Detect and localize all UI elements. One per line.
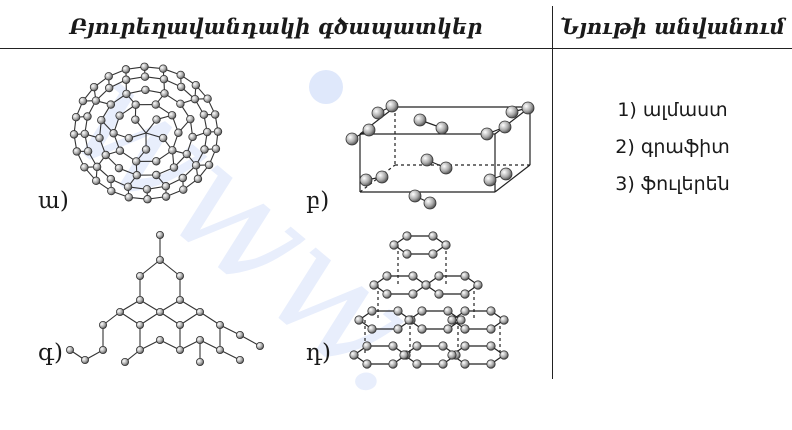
molecular-lattice-box-diagram [350,232,508,368]
substance-1: 1) ալմաստ [553,92,792,129]
label-b: բ) [306,188,329,214]
substance-list: 1) ալմաստ 2) գրաֆիտ 3) ֆուլերեն [553,92,792,203]
label-d: դ) [306,340,331,366]
substance-3: 3) ֆուլերեն [553,166,792,203]
fullerene-lattice-diagram [70,63,222,203]
label-g: գ) [38,340,63,366]
substance-2: 2) գրաֆիտ [553,129,792,166]
diamond-lattice-diagram [66,231,263,365]
label-a: ա) [38,188,69,214]
graphite-lattice-diagram [346,100,534,209]
